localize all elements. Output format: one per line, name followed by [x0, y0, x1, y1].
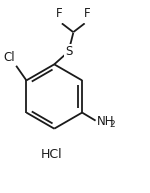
Text: S: S	[65, 45, 73, 58]
Text: F: F	[56, 8, 63, 20]
Text: 2: 2	[109, 120, 115, 129]
Text: NH: NH	[97, 115, 114, 128]
Text: Cl: Cl	[3, 51, 15, 64]
Text: F: F	[84, 8, 90, 20]
Text: HCl: HCl	[40, 148, 62, 162]
